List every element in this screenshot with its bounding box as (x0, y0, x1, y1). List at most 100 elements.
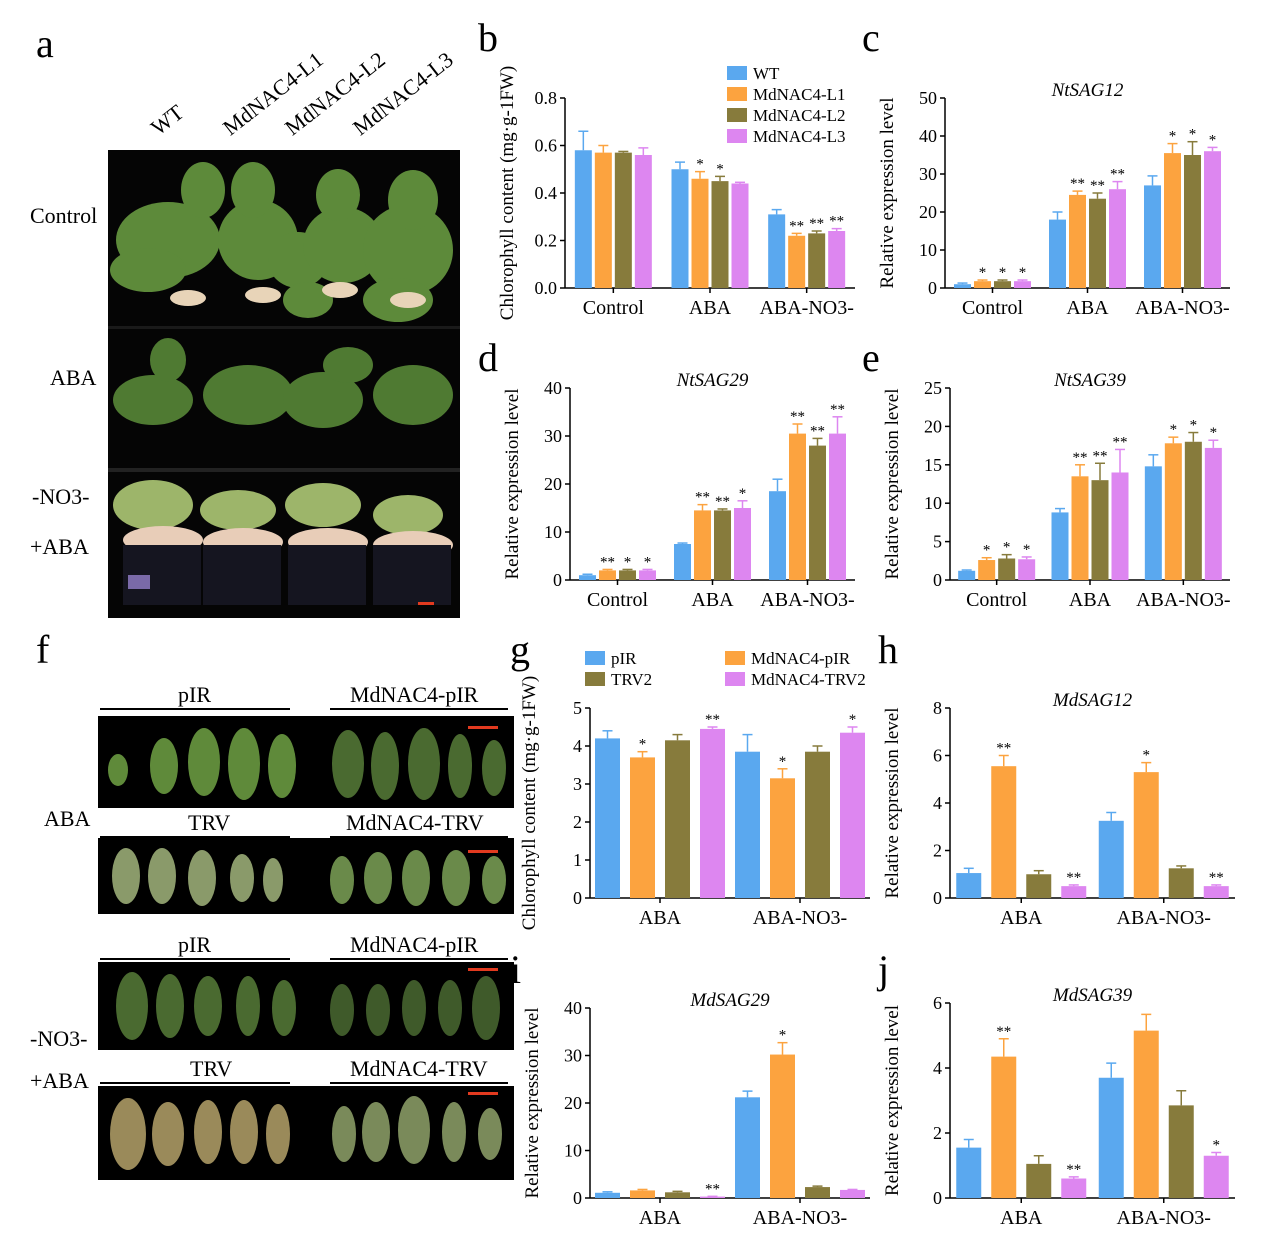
e-significance: ** (1113, 434, 1128, 450)
d-bar (579, 575, 596, 580)
g-bar (665, 740, 690, 898)
f-aba-label: ABA (44, 806, 91, 831)
f1-mdnac4-pir-label: MdNAC4-pIR (350, 682, 479, 707)
panel-letter-j: j (878, 947, 890, 992)
g-legend-label: pIR (611, 649, 637, 668)
e-ytick-label: 15 (924, 455, 942, 475)
e-bar (1051, 512, 1069, 580)
g-bar (840, 732, 865, 898)
b-bar (691, 178, 709, 288)
g-bar (595, 738, 620, 898)
g-legend-label: TRV2 (611, 670, 652, 689)
d-bar (619, 570, 636, 580)
c-ytick-label: 20 (919, 202, 937, 222)
b-ytick-label: 0.2 (535, 231, 558, 251)
b-significance: ** (789, 218, 804, 234)
b-legend-swatch (727, 87, 747, 101)
panel-letter-b: b (478, 15, 498, 60)
e-bar (1184, 441, 1202, 580)
c-ytick-label: 30 (919, 164, 937, 184)
h-bar (1098, 820, 1124, 898)
h-bar (956, 873, 982, 898)
h-bar (1026, 874, 1052, 898)
d-ytick-label: 10 (544, 522, 562, 542)
e-significance: * (1210, 425, 1218, 441)
e-ytick-label: 5 (933, 532, 942, 552)
g-significance: * (639, 737, 647, 753)
g-significance: ** (705, 712, 720, 728)
g-xtick-label: ABA-NO3- (753, 907, 847, 929)
e-bar (1071, 476, 1089, 580)
panel-letter-c: c (862, 15, 880, 60)
i-bar (665, 1192, 690, 1198)
c-bar (994, 281, 1011, 288)
i-ytick-label: 0 (573, 1188, 582, 1208)
d-significance: * (644, 554, 652, 570)
b-xtick-label: Control (583, 297, 645, 319)
e-significance: * (1003, 540, 1011, 556)
j-ytick-label: 4 (933, 1058, 942, 1078)
c-y-label: Relative expression level (877, 98, 898, 289)
i-title: MdSAG29 (689, 990, 770, 1011)
c-bar (974, 281, 991, 288)
b-bar (614, 152, 632, 288)
d-bar (829, 433, 846, 580)
f1-trv-label: TRV (188, 810, 231, 835)
g-xtick-label: ABA (639, 907, 682, 929)
j-significance: ** (996, 1024, 1011, 1040)
e-y-label: Relative expression level (882, 389, 903, 580)
b-bar (828, 231, 846, 288)
h-bar (1203, 886, 1229, 898)
f2-mdnac4-trv-label: MdNAC4-TRV (350, 1056, 488, 1081)
c-xtick-label: Control (962, 297, 1024, 319)
j-significance: * (1213, 1138, 1221, 1154)
i-ytick-label: 20 (564, 1093, 582, 1113)
c-bar (1144, 185, 1161, 288)
h-xtick-label: ABA (1000, 907, 1043, 929)
e-significance: * (1023, 542, 1031, 558)
e-significance: ** (1073, 450, 1088, 466)
b-bar (808, 233, 826, 288)
b-bar (768, 214, 786, 288)
g-significance: * (779, 754, 787, 770)
c-bar (1184, 155, 1201, 288)
g-bar (805, 751, 830, 898)
g-bar (700, 728, 725, 898)
i-xtick-label: ABA (639, 1207, 682, 1229)
c-ytick-label: 50 (919, 88, 937, 108)
c-xtick-label: ABA (1066, 297, 1109, 319)
panel-letter-a: a (36, 21, 54, 66)
j-bar (1168, 1105, 1194, 1198)
e-bar (978, 560, 996, 580)
d-y-label: Relative expression level (502, 389, 523, 580)
d-ytick-label: 20 (544, 474, 562, 494)
b-legend-label: MdNAC4-L3 (753, 127, 846, 146)
c-significance: ** (1090, 178, 1105, 194)
g-legend-label: MdNAC4-pIR (751, 649, 851, 668)
j-ytick-label: 2 (933, 1123, 942, 1143)
f2-leaf-strip-2 (98, 1086, 514, 1180)
d-title: NtSAG29 (676, 370, 749, 391)
i-y-label: Relative expression level (522, 1008, 543, 1199)
j-bar (1203, 1155, 1229, 1198)
j-ytick-label: 0 (933, 1188, 942, 1208)
d-bar (639, 570, 656, 580)
e-bar (1204, 447, 1222, 580)
i-ytick-label: 10 (564, 1141, 582, 1161)
d-ytick-label: 40 (544, 378, 562, 398)
g-legend-swatch (585, 672, 605, 686)
i-xtick-label: ABA-NO3- (753, 1207, 847, 1229)
c-ytick-label: 40 (919, 126, 937, 146)
h-bar (1061, 886, 1087, 898)
j-bar (1061, 1178, 1087, 1198)
panel-letter-g: g (510, 627, 530, 672)
d-bar (714, 510, 731, 580)
c-significance: * (1209, 132, 1217, 148)
e-ytick-label: 0 (933, 570, 942, 590)
panel-letter-h: h (878, 627, 898, 672)
d-bar (809, 445, 826, 580)
j-bar (991, 1056, 1017, 1198)
d-xtick-label: ABA (691, 589, 734, 611)
j-xtick-label: ABA-NO3- (1117, 1207, 1211, 1229)
h-significance: ** (1209, 870, 1224, 886)
